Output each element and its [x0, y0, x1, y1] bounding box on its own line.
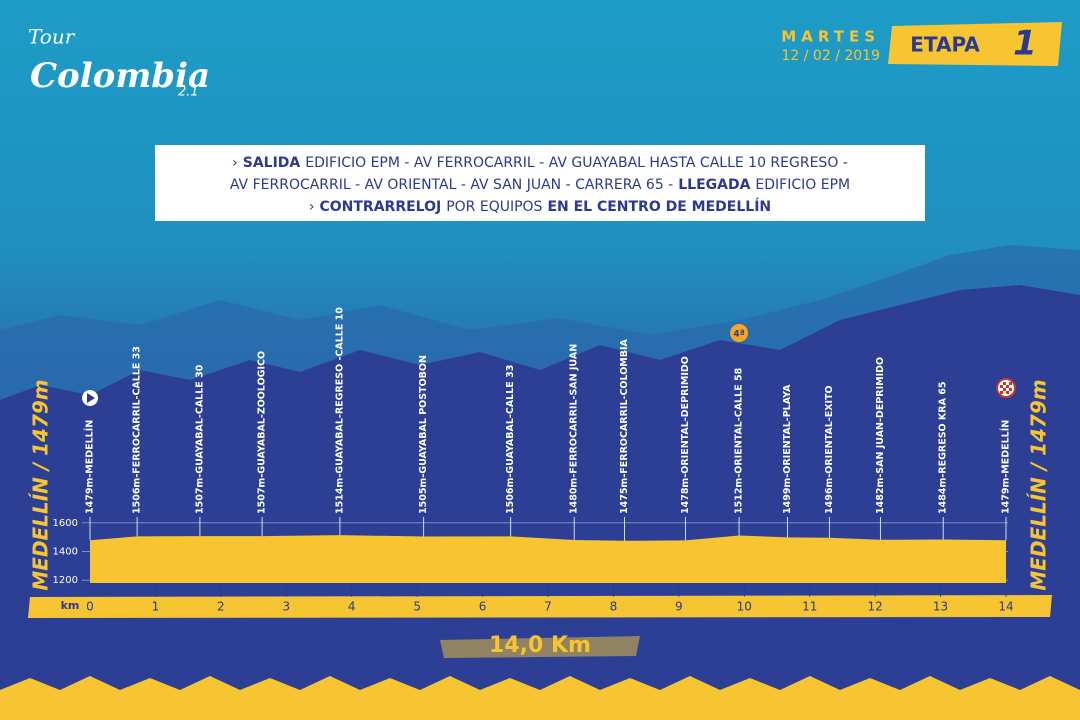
logo-edition: 2.1 [178, 85, 199, 100]
route-bold: LLEGADA [678, 177, 750, 193]
bottom-strip [0, 676, 1080, 720]
x-tick-label: 0 [86, 600, 94, 614]
route-bold: EN EL CENTRO DE MEDELLÍN [547, 198, 771, 215]
waypoint-label: 1484m-REGRESO KRA 65 [938, 382, 949, 514]
x-tick-label: 4 [348, 600, 356, 614]
waypoint-label: 1507m-GUAYABAL-ZOOLOGICO [257, 351, 268, 514]
side-label-left: MEDELLÍN / 1479m [29, 379, 53, 590]
waypoint-label: 1475m-FERROCARRIL-COLOMBIA [619, 338, 630, 514]
waypoint-label: 1499m-ORIENTAL-PLAYA [782, 384, 793, 514]
x-axis-label: km [61, 599, 80, 612]
x-tick-label: 10 [737, 600, 752, 614]
route-segment: POR EQUIPOS [446, 199, 542, 215]
waypoint-label: 1496m-ORIENTAL-EXITO [824, 385, 835, 514]
day: MARTES [781, 28, 880, 46]
stage-label: ETAPA [910, 33, 980, 57]
route-box [155, 145, 925, 221]
waypoint-label: 1482m-SAN JUAN-DEPRIMIDO [875, 357, 886, 514]
waypoint-label: 1506m-FERROCARRIL-CALLE 33 [132, 346, 143, 514]
stage-number: 1 [1013, 24, 1037, 64]
finish-check [1006, 391, 1009, 394]
route-bold: SALIDA [243, 155, 301, 171]
waypoint-label: 1505m-GUAYABAL POSTOBON [418, 355, 429, 514]
x-tick-label: 5 [413, 600, 421, 614]
logo-colombia: Colombia [30, 56, 210, 96]
waypoint-label: 1512m-ORIENTAL-CALLE 58 [734, 367, 745, 514]
finish-check [1003, 382, 1006, 385]
y-tick-label: 1200 [53, 575, 78, 586]
stage-badge [888, 22, 1062, 66]
route-text: › SALIDA EDIFICIO EPM - AV FERROCARRIL - A… [230, 155, 850, 215]
x-tick-label: 11 [802, 600, 817, 614]
waypoint-label: 1514m-GUAYABAL-REGRESO -CALLE 10 [334, 307, 345, 514]
finish-check [1000, 391, 1003, 394]
route-segment: EDIFICIO EPM - AV FERROCARRIL - AV GUAYA… [305, 155, 848, 171]
x-tick-label: 1 [152, 600, 160, 614]
finish-check [1009, 382, 1012, 385]
route-segment: › [309, 199, 315, 215]
finish-check [1009, 388, 1012, 391]
km-band [28, 595, 1052, 618]
distance-brush [440, 636, 640, 658]
route-segment: EDIFICIO EPM [755, 177, 850, 193]
route-bold: CONTRARRELOJ [319, 199, 441, 215]
x-tick-label: 7 [544, 600, 552, 614]
start-arrow [87, 393, 95, 403]
climb-badge [730, 324, 749, 342]
waypoint-label: 1506m-GUAYABAL-CALLE 33 [505, 365, 516, 514]
waypoint-label: 1480m-FERROCARRIL-SAN JUAN [569, 344, 580, 514]
x-tick-label: 2 [217, 600, 225, 614]
x-tick-label: 9 [675, 600, 683, 614]
waypoint-label: 1479m-MEDELLÍN [84, 420, 96, 514]
waypoint-label: 1479m-MEDELLÍN [1000, 420, 1012, 514]
x-tick-label: 6 [479, 600, 487, 614]
logo-tour: Tour [28, 25, 76, 49]
date: 12 / 02 / 2019 [782, 48, 881, 64]
x-tick-label: 14 [998, 600, 1013, 614]
distance-label: 14,0 Km [489, 633, 591, 658]
x-tick-label: 12 [868, 600, 883, 614]
route-line: › CONTRARRELOJ POR EQUIPOS EN EL CENTRO DE … [309, 198, 771, 215]
y-tick-label: 1600 [53, 518, 78, 529]
side-label-right: MEDELLÍN / 1479m [1027, 379, 1051, 590]
route-segment: AV FERROCARRIL - AV ORIENTAL - AV SAN JU… [230, 177, 673, 193]
elevation-area [90, 535, 1006, 583]
route-line: AV FERROCARRIL - AV ORIENTAL - AV SAN JU… [230, 177, 850, 193]
x-tick-label: 3 [282, 600, 290, 614]
climb-label: 4ª [733, 330, 744, 340]
route-line: › SALIDA EDIFICIO EPM - AV FERROCARRIL - A… [232, 155, 848, 171]
finish-check [1000, 385, 1003, 388]
route-segment: › [232, 155, 238, 171]
x-tick-label: 8 [610, 600, 618, 614]
finish-check [1006, 385, 1009, 388]
x-tick-label: 13 [933, 600, 948, 614]
waypoint-label: 1478m-ORIENTAL-DEPRIMIDO [680, 356, 691, 514]
finish-check [1003, 388, 1006, 391]
waypoint-label: 1507m-GUAYABAL-CALLE 30 [194, 364, 205, 514]
y-tick-label: 1400 [53, 547, 78, 558]
